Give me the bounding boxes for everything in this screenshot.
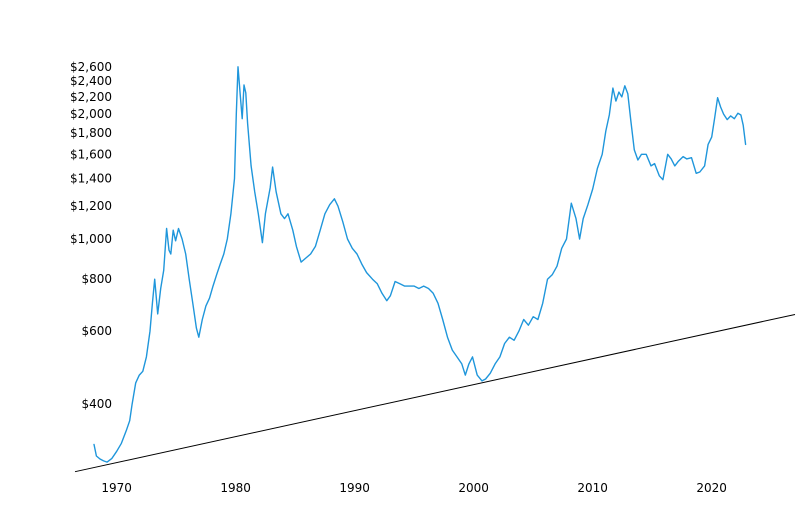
x-tick-label: 2000 bbox=[458, 481, 489, 495]
y-tick-label: $1,600 bbox=[70, 147, 112, 161]
y-tick-label: $1,800 bbox=[70, 126, 112, 140]
y-tick-label: $2,600 bbox=[70, 60, 112, 74]
x-tick-label: 1970 bbox=[101, 481, 132, 495]
y-tick-label: $600 bbox=[81, 324, 112, 338]
y-tick-label: $1,200 bbox=[70, 199, 112, 213]
y-tick-label: $1,000 bbox=[70, 232, 112, 246]
trend-line bbox=[74, 313, 796, 473]
y-tick-label: $2,400 bbox=[70, 74, 112, 88]
price-series-line bbox=[93, 66, 747, 463]
y-tick-label: $800 bbox=[81, 272, 112, 286]
x-axis-tick-labels: 1970 1980 1990 2000 2010 2020 bbox=[101, 481, 727, 495]
x-tick-label: 2020 bbox=[696, 481, 727, 495]
x-tick-label: 1990 bbox=[339, 481, 370, 495]
series-layer bbox=[93, 66, 747, 463]
y-axis-tick-labels: $400 $600 $800 $1,000 $1,200 $1,400 $1,600 $1,8… bbox=[70, 60, 112, 411]
y-tick-label: $2,000 bbox=[70, 107, 112, 121]
x-tick-label: 2010 bbox=[577, 481, 608, 495]
y-tick-label: $2,200 bbox=[70, 90, 112, 104]
y-tick-label: $400 bbox=[81, 397, 112, 411]
x-tick-label: 1980 bbox=[220, 481, 251, 495]
trend-line-layer bbox=[74, 313, 796, 473]
y-tick-label: $1,400 bbox=[70, 171, 112, 185]
